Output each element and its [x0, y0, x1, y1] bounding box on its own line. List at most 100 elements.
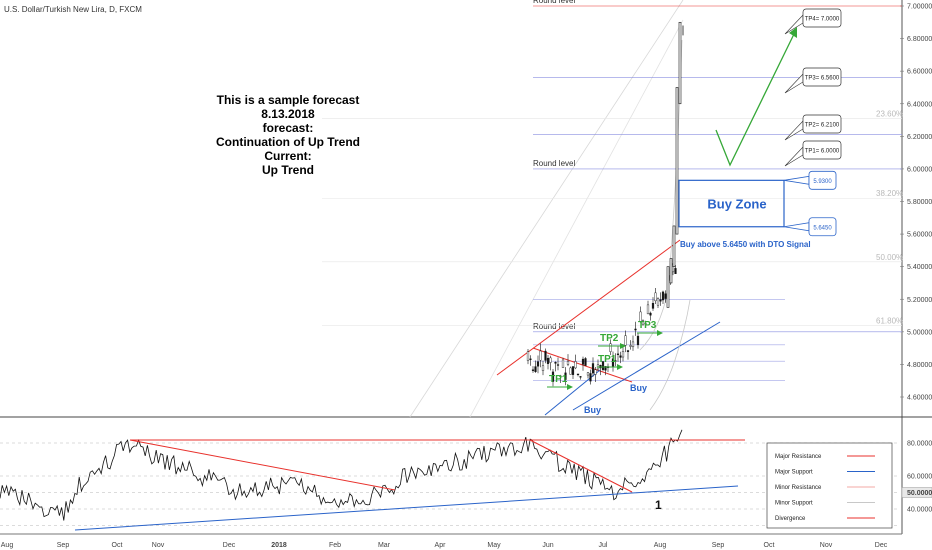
price-tick-label: 6.00000 — [907, 166, 932, 173]
candle-body — [551, 371, 555, 382]
candle-body — [659, 299, 662, 302]
tp3-label: TP3 — [638, 320, 657, 331]
rsi-tick-label: 60.0000 — [907, 474, 932, 481]
candles — [526, 21, 684, 387]
time-tick-label: Oct — [112, 542, 123, 549]
candle-body — [559, 375, 562, 377]
note-line-1: This is a sample forecast — [217, 93, 360, 107]
candle-body — [672, 225, 676, 267]
tp1-left-arrowhead — [567, 384, 573, 390]
price-tick-label: 6.20000 — [907, 134, 932, 141]
fan-line-2 — [469, 19, 684, 418]
candle-body — [626, 350, 630, 352]
candle-body — [661, 291, 665, 301]
candle-body — [544, 350, 547, 361]
tp2-arrowhead — [620, 343, 626, 349]
candle-body — [649, 312, 652, 316]
price-tick-label: 6.60000 — [907, 69, 932, 76]
buy-zone-callout-pointer — [783, 222, 810, 232]
note-line-2: 8.13.2018 — [261, 107, 315, 121]
forecast-arrowhead — [789, 27, 797, 38]
divergence-mark: 1 — [655, 498, 662, 512]
candle-body — [604, 366, 607, 371]
fib-level-label: 61.80% — [876, 316, 903, 325]
tp1-left-annotation: TP1 — [547, 374, 573, 390]
candle-body — [564, 372, 567, 380]
price-tick-label: 4.80000 — [907, 362, 932, 369]
price-tick-label: 6.80000 — [907, 36, 932, 43]
target-callout-box — [802, 140, 842, 160]
candle-body — [576, 373, 580, 376]
candle-body — [569, 367, 572, 375]
time-tick-label: 2018 — [271, 542, 287, 549]
candle-body — [554, 361, 557, 364]
candle-body — [574, 361, 577, 369]
candle-body — [581, 358, 585, 365]
note-line-5: Current: — [264, 149, 311, 163]
channel-support-line — [572, 321, 721, 411]
fib-level-label: 38.20% — [876, 189, 903, 198]
tp3-annotation: TP3 — [637, 320, 663, 336]
time-tick-label: Jun — [542, 542, 553, 549]
candle-body — [571, 366, 575, 375]
price-tick-label: 7.00000 — [907, 4, 932, 11]
rsi-support-line — [74, 485, 739, 531]
candle-body — [644, 323, 647, 325]
target-callout: TP1= 6.0000 — [784, 140, 842, 167]
candle-body — [674, 268, 677, 274]
candle-body — [656, 298, 660, 306]
price-tick-label: 5.20000 — [907, 297, 932, 304]
candle-body — [601, 361, 605, 370]
buy-zone-label: Buy Zone — [707, 197, 766, 212]
tp1-right-arrowhead — [617, 364, 623, 370]
time-tick-label: Dec — [223, 542, 236, 549]
forecast-note: This is a sample forecast 8.13.2018 fore… — [216, 93, 360, 177]
candle-body — [639, 311, 642, 322]
target-callouts: TP4= 7.0000 TP3= 6.5600 TP2= 6.2100 TP1= 6.… — [784, 8, 842, 167]
target-callout: TP4= 7.0000 — [784, 8, 842, 35]
candle-body — [536, 361, 540, 367]
candle-body — [629, 345, 632, 347]
tp1-left-label: TP1 — [549, 374, 568, 385]
buy-zone-callout-box — [808, 170, 837, 190]
time-tick-label: Feb — [329, 542, 341, 549]
target-callout-box — [802, 114, 842, 134]
candle-body — [646, 304, 650, 315]
rsi-tick-label: 80.0000 — [907, 441, 932, 448]
price-tick-label: 5.60000 — [907, 232, 932, 239]
legend-item-label: Minor Resistance — [775, 485, 822, 491]
legend-item-label: Divergence — [775, 516, 806, 522]
forecast-arrow — [715, 31, 796, 167]
target-callout-label: TP1= 6.0000 — [805, 149, 840, 155]
falling-resistance-line — [532, 347, 633, 383]
candle-body — [609, 343, 612, 352]
time-tick-label: Nov — [820, 542, 833, 549]
rsi-grid — [0, 442, 900, 526]
target-callout-pointer — [784, 73, 804, 94]
time-tick-label: Sep — [57, 542, 70, 549]
buy-zone-callout-label: 5.9300 — [813, 179, 832, 185]
buy-signal-label: Buy above 5.6450 with DTO Signal — [680, 240, 811, 249]
candle-body — [566, 360, 570, 365]
round-level-label: Round level — [533, 159, 575, 168]
candle-body — [614, 360, 617, 362]
candle-body — [549, 357, 552, 363]
target-callout-box — [802, 8, 842, 28]
round-level-label: Round level — [533, 322, 575, 331]
rsi-tick-label: 40.0000 — [907, 507, 932, 514]
rsi-current-label: 50.0000 — [907, 490, 932, 497]
target-callout: TP2= 6.2100 — [784, 114, 842, 141]
candle-body — [584, 358, 587, 366]
price-tick-label: 5.40000 — [907, 264, 932, 271]
target-callout: TP3= 6.5600 — [784, 67, 842, 94]
time-tick-label: Jul — [599, 542, 608, 549]
candle-body — [531, 369, 535, 371]
price-axis-ticks: 7.00000 6.80000 6.60000 6.40000 6.20000 6.000… — [907, 4, 932, 402]
time-tick-label: Nov — [152, 542, 165, 549]
candle-body — [619, 355, 622, 358]
time-tick-label: Sep — [712, 542, 725, 549]
candle-body — [654, 292, 657, 302]
target-callout-label: TP4= 7.0000 — [805, 17, 840, 23]
tp1-right-label: TP1 — [598, 354, 617, 365]
